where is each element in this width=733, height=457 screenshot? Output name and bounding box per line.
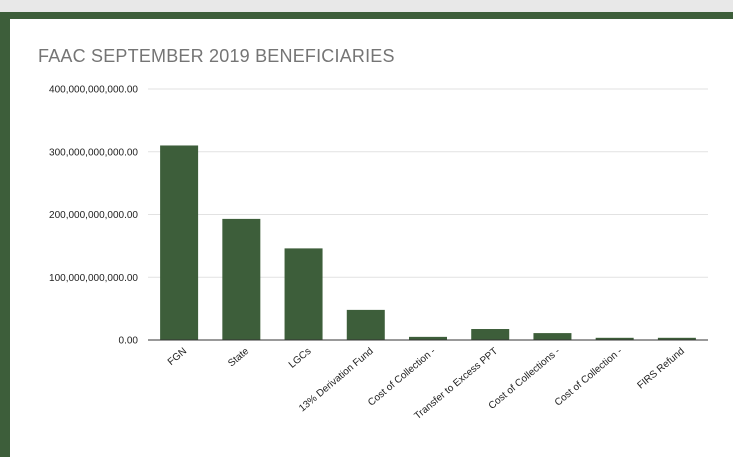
y-tick-label: 100,000,000,000.00 xyxy=(49,273,138,284)
x-tick-label: State xyxy=(226,346,251,370)
y-tick-label: 300,000,000,000.00 xyxy=(49,147,138,158)
x-tick-label: Cost of Collection - xyxy=(366,346,438,409)
y-tick-label: 200,000,000,000.00 xyxy=(49,210,138,221)
x-tick-label: LGCs xyxy=(287,346,314,371)
x-tick-label: FIRS Refund xyxy=(635,346,686,392)
bar xyxy=(595,337,634,340)
x-tick-label: FGN xyxy=(166,346,189,368)
y-tick-label: 0.00 xyxy=(119,336,139,347)
chart-card xyxy=(10,19,733,457)
bar xyxy=(160,145,199,340)
bar xyxy=(657,337,696,340)
bar xyxy=(471,329,510,340)
bar xyxy=(284,248,323,340)
bar xyxy=(409,336,447,340)
bar xyxy=(533,333,572,340)
bar xyxy=(346,309,385,340)
chart-title: FAAC SEPTEMBER 2019 BENEFICIARIES xyxy=(38,46,395,66)
y-tick-label: 400,000,000,000.00 xyxy=(49,85,138,96)
x-tick-label: Cost of Collection - xyxy=(553,346,625,409)
bar xyxy=(222,218,261,340)
